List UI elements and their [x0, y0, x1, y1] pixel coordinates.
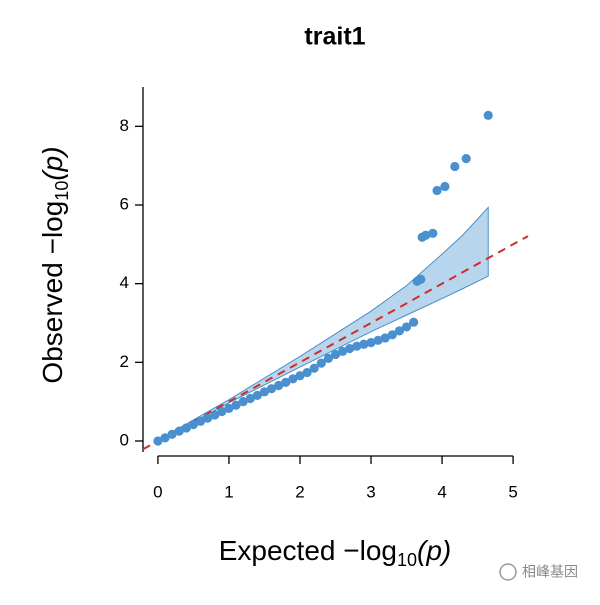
point [387, 330, 397, 340]
point [302, 367, 312, 378]
point [295, 371, 305, 381]
point [195, 416, 206, 426]
y-tick-label: 8 [120, 116, 129, 135]
point [252, 390, 262, 400]
point [281, 377, 291, 387]
x-axis-label: Expected −log10(p) [219, 535, 452, 569]
chart-title: trait1 [304, 23, 365, 51]
point [174, 426, 184, 436]
y-label-text: Observed −log [37, 201, 68, 384]
y-axis-label: Observed −log10(p) [37, 146, 71, 383]
x-tick-label: 4 [437, 482, 446, 501]
y-tick-label: 0 [120, 430, 129, 449]
point [416, 274, 426, 284]
point [167, 429, 177, 439]
point [421, 230, 431, 240]
x-tick-label: 5 [508, 482, 517, 501]
point [401, 322, 412, 332]
point [224, 403, 234, 413]
point [245, 393, 255, 404]
x-tick-label: 1 [224, 482, 233, 501]
point [231, 400, 241, 410]
point [266, 384, 277, 394]
point [359, 339, 369, 349]
point [153, 436, 163, 446]
point [288, 374, 298, 384]
point [203, 413, 213, 423]
point [181, 423, 191, 433]
point [483, 110, 493, 120]
y-tick-label: 2 [120, 352, 129, 371]
confidence-band [157, 206, 489, 442]
point [217, 406, 227, 417]
x-tick-label: 3 [366, 482, 375, 501]
point [330, 349, 341, 360]
y-label-argument: (p) [37, 146, 68, 180]
point [345, 343, 355, 354]
point [274, 380, 284, 391]
y-tick-label: 4 [120, 273, 129, 292]
point [428, 228, 438, 238]
point [409, 317, 419, 327]
point [366, 338, 376, 348]
y-tick-label: 6 [120, 194, 129, 213]
point [461, 153, 471, 164]
point [394, 326, 405, 336]
point [323, 353, 333, 363]
x-label-text: Expected −log [219, 535, 397, 566]
x-tick-label: 2 [295, 482, 304, 501]
point [309, 363, 319, 373]
point [373, 335, 383, 345]
x-label-argument: (p) [417, 535, 451, 566]
point [316, 358, 326, 368]
point [352, 341, 362, 351]
point [238, 397, 248, 407]
point [210, 410, 220, 420]
point [380, 333, 390, 343]
point [160, 433, 170, 443]
x-tick-label: 0 [153, 482, 162, 501]
point [440, 181, 450, 192]
watermark: 相峰基因 [522, 564, 578, 580]
point [432, 185, 442, 196]
y-label-subscript: 10 [52, 181, 72, 201]
point [338, 346, 348, 356]
point [259, 387, 270, 397]
point [188, 419, 199, 430]
watermark-icon [499, 563, 517, 581]
x-label-subscript: 10 [397, 550, 417, 570]
point [450, 161, 460, 172]
